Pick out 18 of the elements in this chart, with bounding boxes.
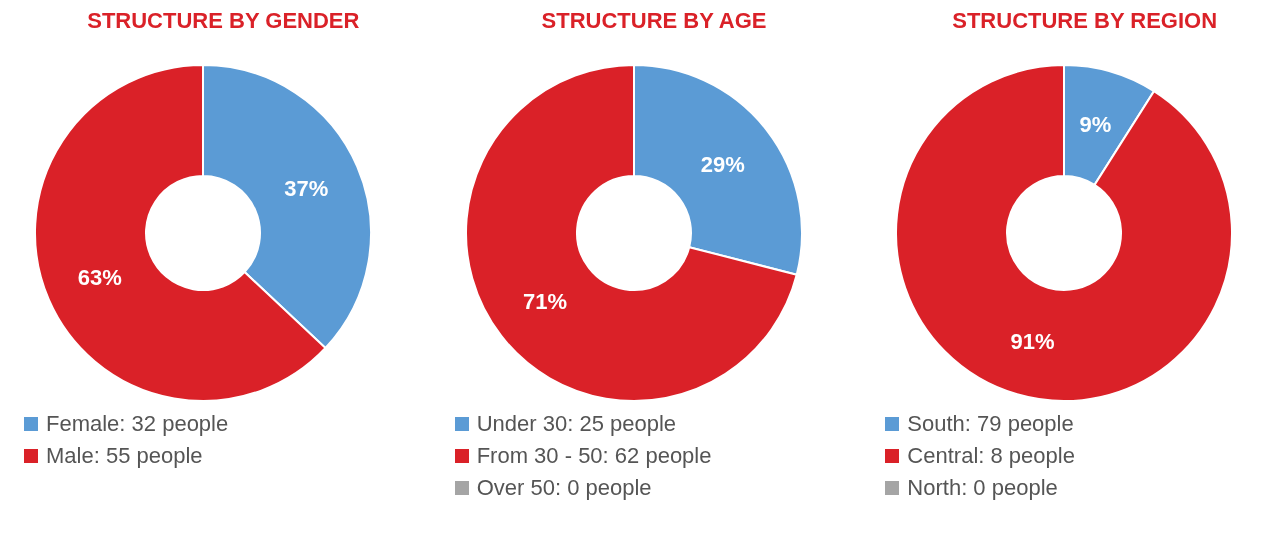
data-label: 9% <box>1079 112 1112 138</box>
legend-label: Central: 8 people <box>907 443 1075 469</box>
data-label: 29% <box>700 151 745 177</box>
legend-label: South: 79 people <box>907 411 1074 437</box>
data-label: 63% <box>77 265 122 291</box>
data-label: 91% <box>1010 328 1055 354</box>
chart-title: STRUCTURE BY GENDER <box>86 8 361 35</box>
legend-label: North: 0 people <box>907 475 1058 501</box>
data-label: 37% <box>284 175 329 201</box>
data-label: 71% <box>522 289 567 315</box>
legend-label: Under 30: 25 people <box>476 411 677 437</box>
donut-slice <box>895 64 1234 402</box>
chart-title: STRUCTURE BY AGE <box>540 8 768 35</box>
legend-label: Female: 32 people <box>46 411 229 437</box>
legend-label: Over 50: 0 people <box>476 475 652 501</box>
legend-label: From 30 - 50: 62 people <box>476 443 712 469</box>
legend-label: Male: 55 people <box>46 443 203 469</box>
chart-title: STRUCTURE BY REGION <box>951 8 1219 35</box>
